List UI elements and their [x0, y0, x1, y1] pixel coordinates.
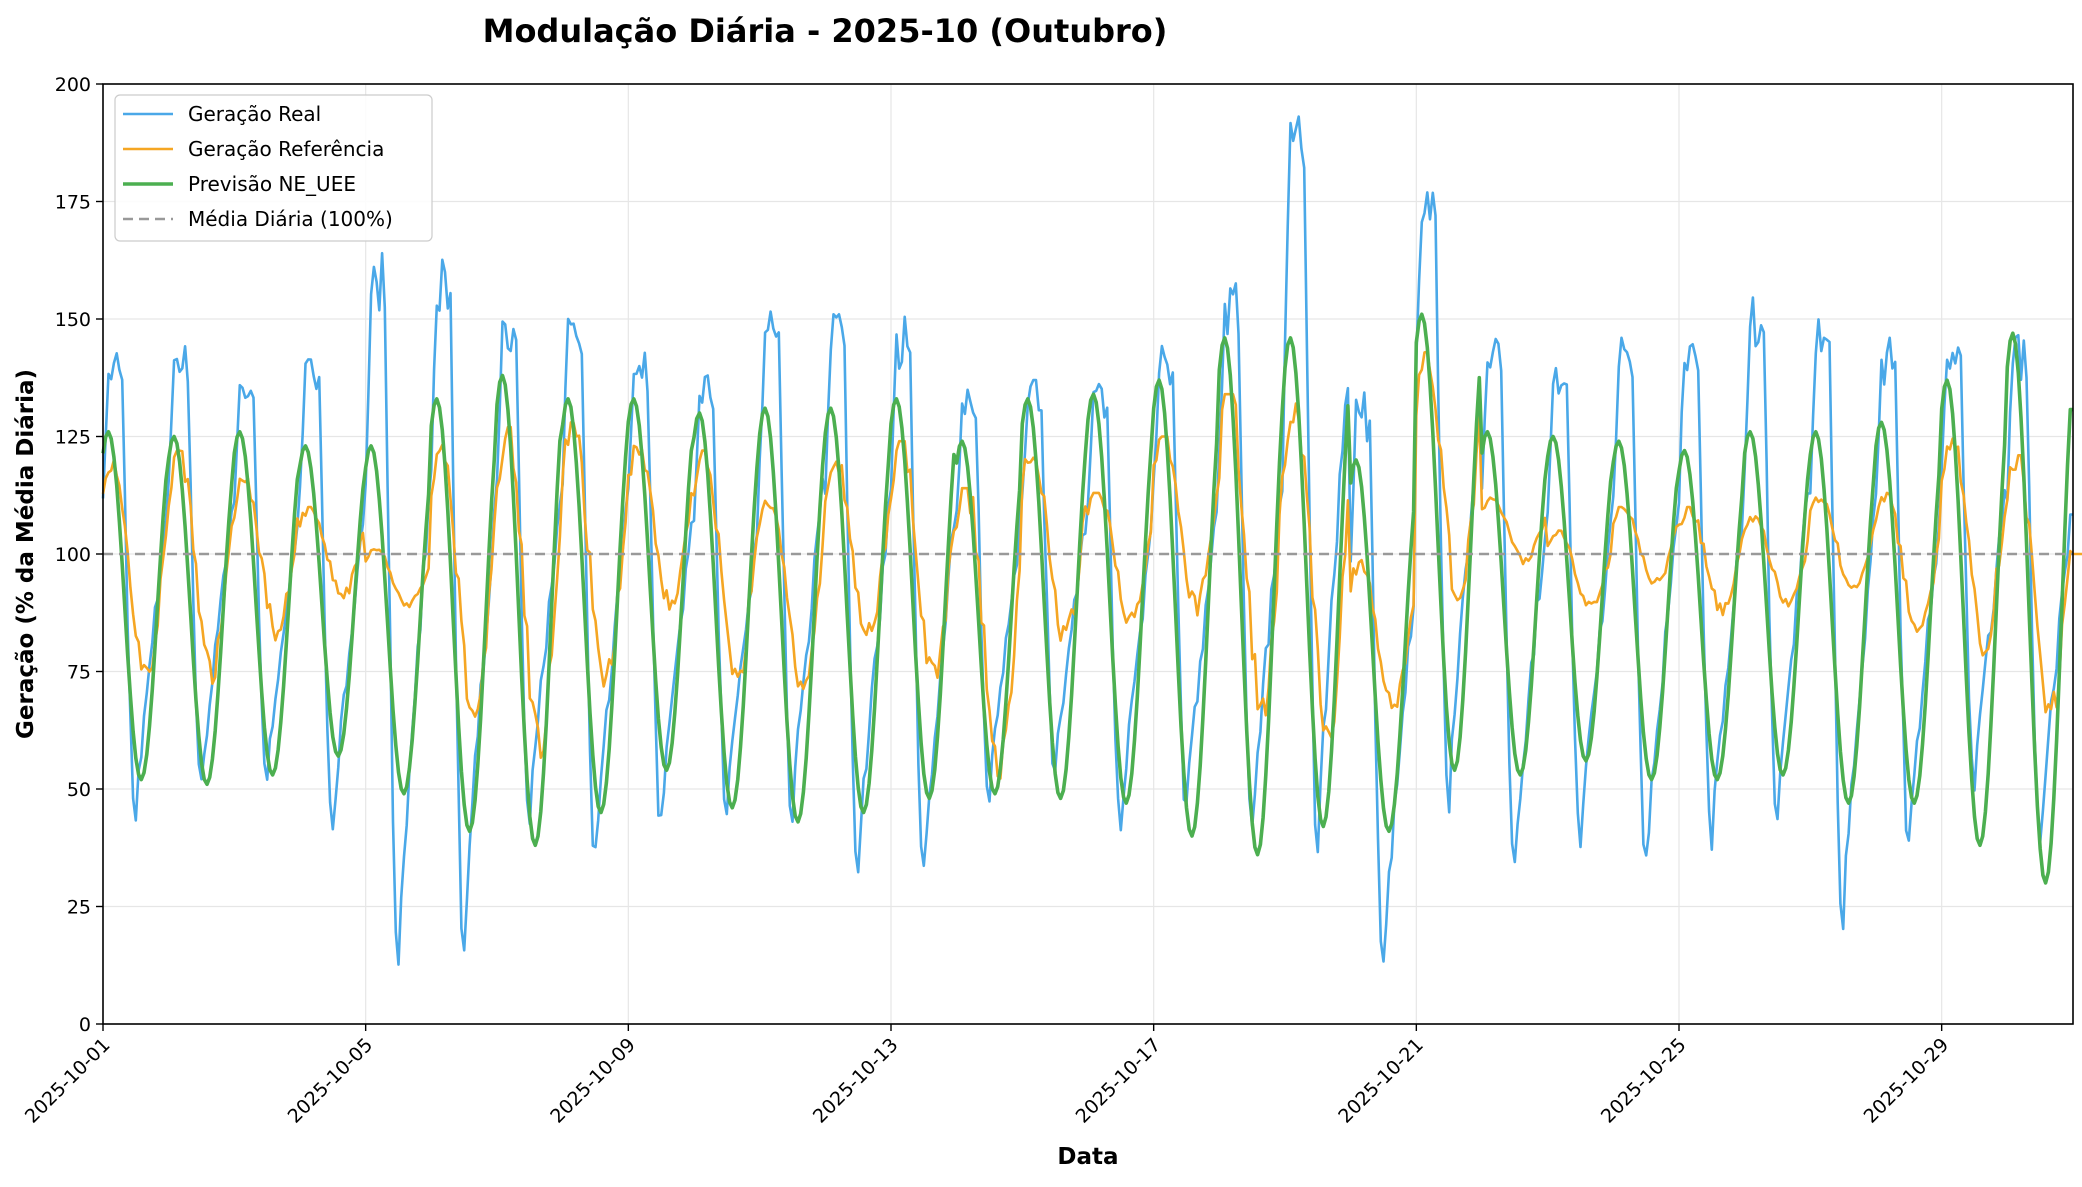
y-tick-label: 100: [55, 544, 91, 566]
y-tick-label: 200: [55, 74, 91, 96]
legend-label-1: Geração Referência: [188, 137, 384, 161]
legend: Geração Real Geração Referência Previsão N…: [114, 94, 433, 242]
y-tick-label: 125: [55, 427, 91, 449]
legend-label-0: Geração Real: [188, 102, 321, 126]
y-tick-label: 150: [55, 309, 91, 331]
legend-label-3: Média Diária (100%): [188, 207, 393, 231]
y-axis: 0 25 50 75 100 125 150 175 200: [55, 74, 103, 1036]
y-tick-label: 75: [67, 662, 91, 684]
legend-items: Geração Real Geração Referência Previsão N…: [123, 102, 393, 231]
y-tick-label: 0: [79, 1014, 91, 1036]
legend-label-2: Previsão NE_UEE: [188, 172, 356, 196]
x-axis-title: Data: [1057, 1144, 1118, 1170]
y-tick-label: 175: [55, 192, 91, 214]
series-line-2: [101, 312, 2073, 885]
series-layer: [101, 115, 2082, 966]
chart-title: Modulação Diária - 2025-10 (Outubro): [483, 12, 1168, 50]
y-tick-label: 25: [67, 897, 91, 919]
y-axis-title: Geração (% da Média Diária): [13, 369, 39, 739]
y-tick-label: 50: [67, 779, 91, 801]
legend-box: [114, 94, 433, 242]
